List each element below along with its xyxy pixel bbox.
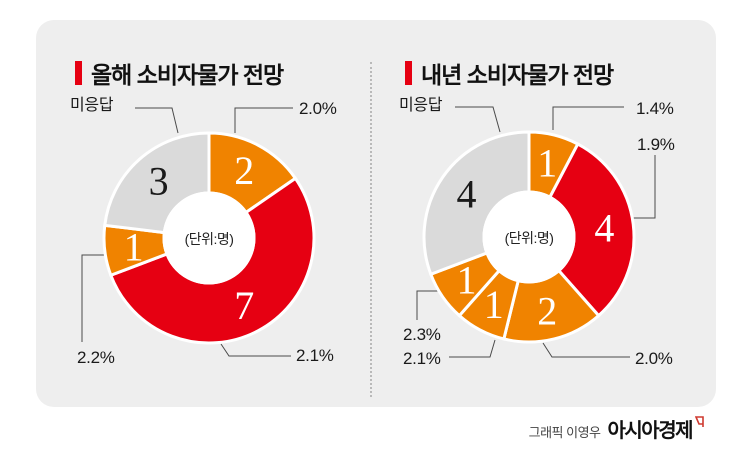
right-chart-title: 내년 소비자물가 전망 bbox=[405, 60, 614, 88]
callout-right-2.1: 2.1% bbox=[403, 349, 441, 368]
leader-line-0-2 bbox=[81, 254, 105, 342]
leader-line-1-3 bbox=[449, 339, 496, 358]
brand-mark-icon bbox=[694, 415, 704, 433]
callout-left-2.0: 2.0% bbox=[299, 99, 337, 118]
segment-value-0-3: 3 bbox=[149, 159, 169, 204]
donut-hole-1 bbox=[482, 190, 576, 284]
right-unit-note: (단위:명) bbox=[504, 230, 554, 246]
left-chart-title: 올해 소비자물가 전망 bbox=[75, 60, 284, 88]
segment-value-1-5: 4 bbox=[457, 171, 477, 216]
leader-line-1-2 bbox=[542, 342, 630, 358]
panel-divider bbox=[370, 62, 372, 397]
callout-right-1.9: 1.9% bbox=[637, 135, 675, 154]
title-accent-bar bbox=[75, 61, 82, 85]
left-chart-title-text: 올해 소비자물가 전망 bbox=[91, 62, 284, 88]
segment-value-1-0: 1 bbox=[537, 141, 557, 186]
segment-value-1-3: 1 bbox=[484, 282, 504, 327]
right-chart-title-text: 내년 소비자물가 전망 bbox=[421, 62, 614, 88]
callout-left-noanswer: 미응답 bbox=[70, 97, 114, 114]
leader-line-0-0 bbox=[234, 107, 293, 133]
leader-line-1-4 bbox=[416, 290, 438, 320]
leader-line-1-0 bbox=[552, 106, 624, 130]
callout-right-noanswer: 미응답 bbox=[399, 97, 443, 114]
donut-hole-0 bbox=[162, 191, 256, 285]
segment-value-0-1: 7 bbox=[234, 283, 254, 328]
segment-value-1-4: 1 bbox=[457, 258, 477, 303]
callout-right-2.3: 2.3% bbox=[403, 325, 441, 344]
segment-value-0-0: 2 bbox=[234, 148, 254, 193]
credit-line: 그래픽 이영우 아시아경제 bbox=[528, 416, 708, 442]
callout-left-2.1: 2.1% bbox=[296, 346, 334, 365]
segment-value-1-1: 4 bbox=[594, 205, 614, 250]
leader-line-1-5 bbox=[455, 106, 501, 133]
segment-value-1-2: 2 bbox=[537, 288, 557, 333]
credit-author: 그래픽 이영우 bbox=[528, 425, 601, 441]
callout-right-2.0: 2.0% bbox=[635, 349, 673, 368]
segment-value-0-2: 1 bbox=[124, 225, 144, 270]
callout-left-2.2: 2.2% bbox=[77, 348, 115, 367]
leader-line-0-3 bbox=[135, 107, 179, 134]
credit-brand: 아시아경제 bbox=[607, 420, 694, 442]
left-unit-note: (단위:명) bbox=[184, 231, 234, 247]
callout-right-1.4: 1.4% bbox=[636, 99, 674, 118]
leader-line-1-1 bbox=[632, 155, 656, 219]
leader-line-0-1 bbox=[220, 343, 291, 357]
title-accent-bar bbox=[405, 61, 412, 85]
